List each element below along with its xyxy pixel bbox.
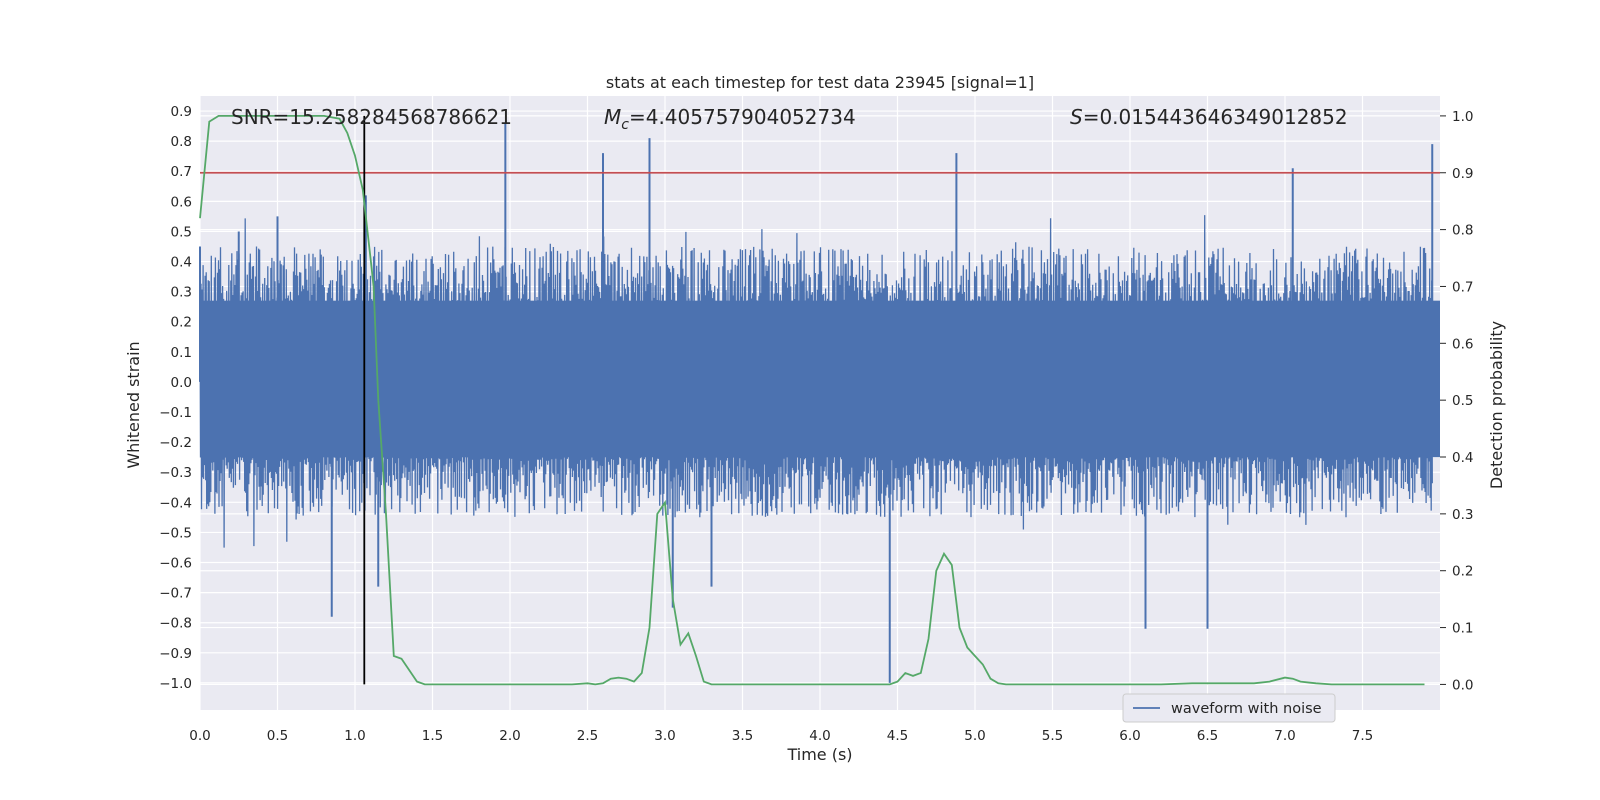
y-left-tick-label: −1.0	[159, 676, 192, 692]
x-tick-label: 2.5	[577, 728, 598, 744]
y-right-tick-label: 0.3	[1452, 507, 1473, 523]
y-right-tick-label: 0.8	[1452, 223, 1473, 239]
y-left-axis-label: Whitened strain	[124, 341, 143, 468]
x-tick-label: 5.0	[964, 728, 985, 744]
y-left-tick-label: 0.5	[171, 224, 192, 240]
snr-annotation: SNR=15.258284568786621	[231, 105, 512, 129]
mc-value: =4.405757904052734	[629, 105, 856, 129]
y-right-tick-label: 0.0	[1452, 677, 1473, 693]
y-left-tick-label: 0.3	[171, 285, 192, 301]
y-left-tick-label: −0.8	[159, 616, 192, 632]
y-left-tick-label: 0.4	[171, 255, 192, 271]
x-tick-label: 3.0	[654, 728, 675, 744]
x-tick-label: 2.0	[499, 728, 520, 744]
y-right-tick-label: 0.5	[1452, 393, 1473, 409]
y-right-tick-label: 0.4	[1452, 450, 1473, 466]
waveform-series	[199, 123, 1440, 683]
y-left-tick-label: 0.0	[171, 375, 192, 391]
mc-annotation: Mc=4.405757904052734	[604, 105, 856, 133]
x-tick-labels: 0.0 0.5 1.0 1.5 2.0 2.5 3.0 3.5 4.0 4.5 5.0 5.5 6.0 6…	[189, 728, 1373, 744]
y-left-tick-label: 0.2	[171, 315, 192, 331]
y-left-tick-label: −0.5	[159, 525, 192, 541]
y-right-tick-label: 0.2	[1452, 564, 1473, 580]
waveform-core	[200, 300, 1440, 458]
y-right-tick-label: 0.7	[1452, 279, 1473, 295]
y-left-tick-label: 0.1	[171, 345, 192, 361]
x-tick-label: 3.5	[732, 728, 753, 744]
x-tick-label: 7.5	[1352, 728, 1373, 744]
x-tick-label: 1.5	[422, 728, 443, 744]
legend-box	[1122, 693, 1336, 723]
x-tick-label: 6.5	[1197, 728, 1218, 744]
y-left-tick-label: −0.6	[159, 556, 192, 572]
x-tick-label: 1.0	[344, 728, 365, 744]
x-tick-label: 6.0	[1119, 728, 1140, 744]
y-left-tick-label: −0.3	[159, 465, 192, 481]
legend-label: waveform with noise	[1171, 701, 1322, 717]
x-tick-label: 0.5	[267, 728, 288, 744]
y-right-axis-label: Detection probability	[1487, 321, 1506, 489]
legend: waveform with noise	[1122, 693, 1336, 723]
x-tick-label: 4.5	[887, 728, 908, 744]
x-tick-label: 7.0	[1274, 728, 1295, 744]
detection-probability-line	[199, 115, 1425, 686]
x-tick-label: 4.0	[809, 728, 830, 744]
x-axis-label: Time (s)	[786, 745, 852, 764]
y-left-tick-label: −0.1	[159, 405, 192, 421]
y-left-tick-label: −0.9	[159, 646, 192, 662]
y-left-tick-label: −0.2	[159, 435, 192, 451]
y-left-tick-label: 0.6	[171, 194, 192, 210]
x-tick-label: 0.0	[189, 728, 210, 744]
y-right-tick-label: 0.6	[1452, 336, 1473, 352]
y-right-tick-label: 1.0	[1452, 109, 1473, 125]
y-left-tick-labels: 0.9 0.8 0.7 0.6 0.5 0.4 0.3 0.2 0.1 0.0 −0.1 −0.2 −0…	[159, 104, 192, 692]
y-right-tick-label: 0.1	[1452, 621, 1473, 637]
y-right-tick-labels: 0.0 0.1 0.2 0.3 0.4 0.5 0.6 0.7 0.8 0.9 1.0	[1440, 109, 1473, 693]
s-value: =0.015443646349012852	[1083, 105, 1348, 129]
y-left-tick-label: 0.9	[171, 104, 192, 120]
y-left-tick-label: −0.4	[159, 495, 192, 511]
chart-title: stats at each timestep for test data 239…	[606, 73, 1034, 92]
x-tick-label: 5.5	[1042, 728, 1063, 744]
s-annotation: S=0.015443646349012852	[1070, 105, 1348, 129]
y-left-tick-label: −0.7	[159, 586, 192, 602]
y-left-tick-label: 0.8	[171, 134, 192, 150]
y-left-tick-label: 0.7	[171, 164, 192, 180]
y-right-tick-label: 0.9	[1452, 166, 1473, 182]
